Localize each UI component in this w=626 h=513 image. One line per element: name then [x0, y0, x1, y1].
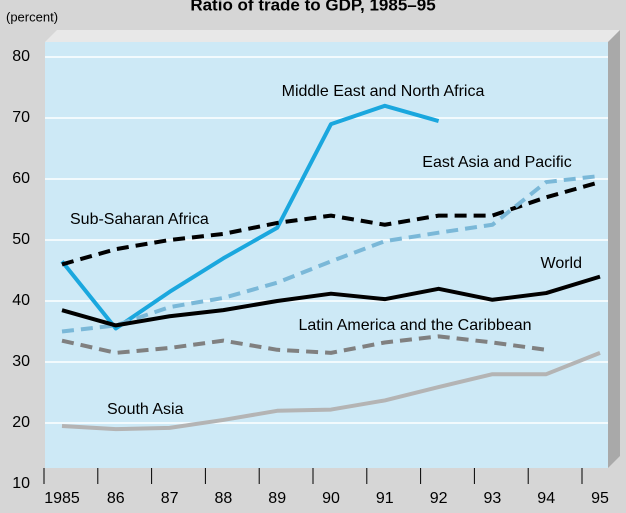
- series-label: World: [541, 255, 583, 272]
- y-tick-label: 80: [12, 48, 30, 65]
- y-tick-label: 50: [12, 231, 30, 248]
- x-tick-label: 87: [161, 490, 179, 507]
- y-tick-label: 10: [12, 475, 30, 492]
- series-line: [61, 350, 601, 432]
- series-line: [61, 274, 601, 328]
- plot-area: [45, 42, 608, 468]
- x-tick-label: 1985: [44, 490, 80, 507]
- x-tick-label: 90: [322, 490, 340, 507]
- x-tick-label: 88: [215, 490, 233, 507]
- series-label: Sub-Saharan Africa: [70, 211, 209, 228]
- x-tick-label: 86: [107, 490, 125, 507]
- series-line: [61, 180, 601, 267]
- series-line: [61, 334, 547, 355]
- x-tick-label: 93: [484, 490, 502, 507]
- chart-title: Ratio of trade to GDP, 1985–95: [190, 0, 435, 14]
- series-label: Middle East and North Africa: [282, 83, 485, 100]
- x-tick-label: 89: [268, 490, 286, 507]
- y-tick-label: 40: [12, 292, 30, 309]
- y-tick-label: 70: [12, 109, 30, 126]
- x-tick-label: 91: [376, 490, 394, 507]
- x-tick-label: 95: [591, 490, 609, 507]
- y-tick-label: 30: [12, 353, 30, 370]
- series-label: East Asia and Pacific: [422, 154, 571, 171]
- series-label: Latin America and the Caribbean: [298, 317, 531, 334]
- x-tick-label: 92: [430, 490, 448, 507]
- y-tick-label: 60: [12, 170, 30, 187]
- plot-top-edge: [45, 30, 620, 42]
- y-axis-label: (percent): [6, 9, 58, 24]
- y-tick-label: 20: [12, 414, 30, 431]
- x-tick-label: 94: [537, 490, 555, 507]
- plot-side-edge: [608, 30, 620, 468]
- series-label: South Asia: [107, 401, 184, 418]
